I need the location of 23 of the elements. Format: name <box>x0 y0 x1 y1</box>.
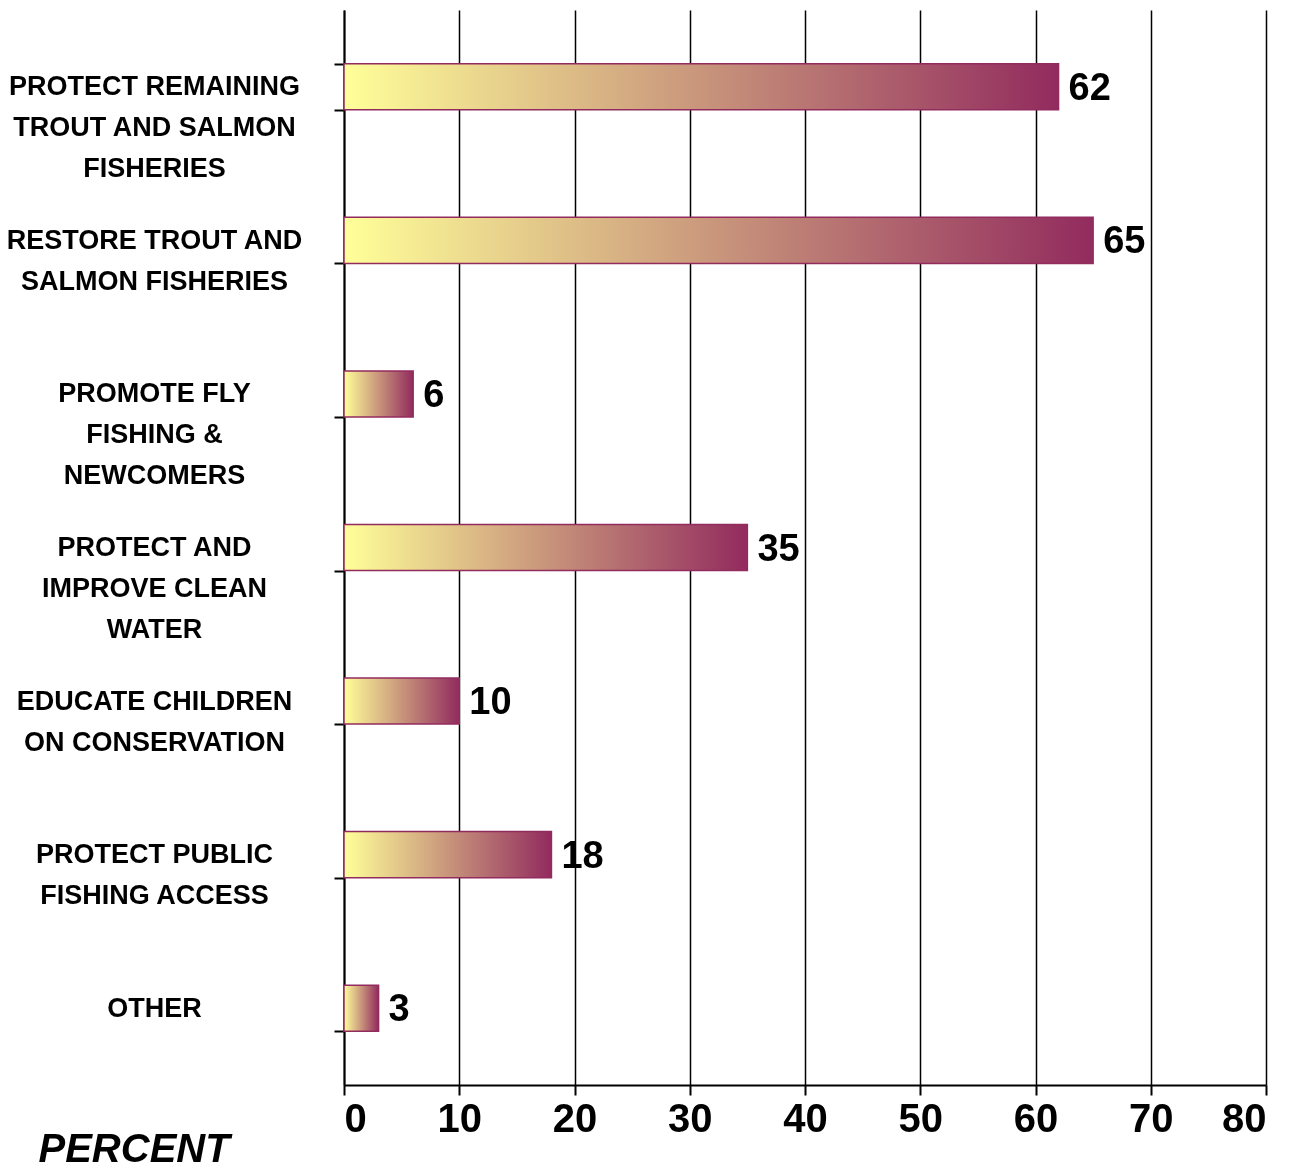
x-tick-label: 30 <box>668 1095 713 1140</box>
x-tick-label: 50 <box>898 1095 943 1140</box>
data-label: 6 <box>423 372 445 415</box>
y-tick-label: PROMOTE FLY FISHING & NEWCOMERS <box>58 378 251 491</box>
y-tick-label: EDUCATE CHILDREN ON CONSERVATION <box>16 685 293 757</box>
data-label: 35 <box>757 526 800 569</box>
data-label: 65 <box>1103 219 1146 262</box>
x-tick-label: 0 <box>344 1095 367 1140</box>
y-tick-label: PROTECT PUBLIC FISHING ACCESS <box>35 839 274 911</box>
data-label: 10 <box>469 680 512 723</box>
x-tick-label: 70 <box>1129 1095 1174 1140</box>
y-tick-label: PROTECT REMAINING TROUT AND SALMON FISHERIES <box>8 71 301 184</box>
x-axis-title: PERCENT <box>38 1125 234 1170</box>
x-tick-label: 40 <box>783 1095 828 1140</box>
y-tick-label: OTHER <box>107 992 202 1023</box>
x-tick-label: 80 <box>1222 1095 1267 1140</box>
data-label: 3 <box>388 987 410 1030</box>
data-label: 62 <box>1068 65 1111 108</box>
x-tick-label: 10 <box>437 1095 482 1140</box>
y-tick-label: RESTORE TROUT AND SALMON FISHERIES <box>6 224 303 296</box>
x-tick-label: 60 <box>1013 1095 1059 1140</box>
x-tick-label: 20 <box>552 1095 598 1140</box>
y-tick-label: PROTECT AND IMPROVE CLEAN WATER <box>41 532 268 644</box>
